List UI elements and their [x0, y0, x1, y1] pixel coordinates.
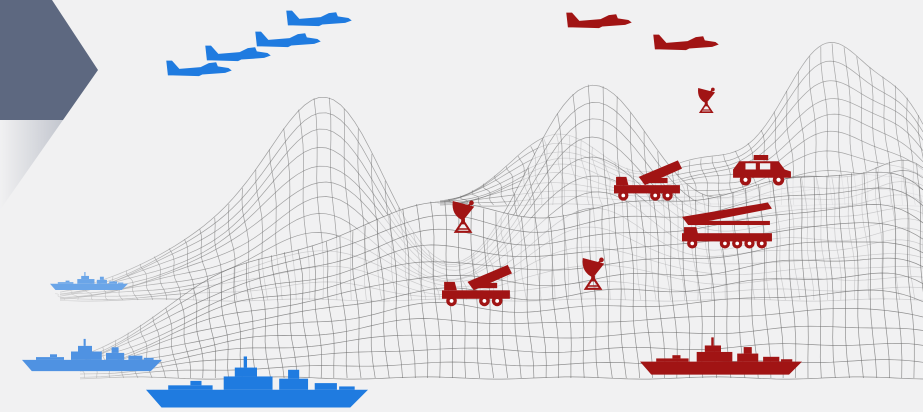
terrain-grid-line: [890, 172, 903, 379]
fighter-jet-icon: [566, 12, 632, 29]
terrain-fade: [0, 120, 200, 380]
terrain-grid-line: [813, 176, 822, 379]
terrain-contour-line: [79, 308, 923, 372]
terrain-grid-line: [681, 200, 691, 378]
radar-dish-icon: [697, 86, 716, 114]
terrain-grid-line: [758, 184, 772, 379]
terrain-grid-line: [377, 219, 390, 379]
terrain-contour-line: [79, 204, 923, 363]
terrain-grid-line: [352, 231, 362, 379]
terrain-grid-line: [563, 214, 572, 378]
terrain-grid-line: [507, 214, 522, 379]
terrain-contour-line: [79, 222, 923, 363]
terrain-grid-line: [270, 255, 285, 379]
terrain-contour-line: [439, 42, 923, 202]
terrain-grid-line: [483, 183, 494, 206]
terrain-grid-line: [904, 177, 915, 379]
terrain-contour-line: [79, 289, 923, 372]
terrain-contour-line: [79, 187, 923, 360]
terrain-grid-line: [258, 258, 271, 379]
terrain-contour-line: [79, 325, 923, 372]
terrain-grid-line: [471, 190, 481, 206]
terrain-grid-line: [639, 201, 653, 379]
terrain-grid-line: [667, 201, 678, 379]
terrain-grid-line: [534, 217, 547, 379]
terrain-grid-line: [771, 181, 784, 379]
terrain-grid-line: [720, 194, 732, 379]
fighter-jet-icon: [653, 34, 719, 51]
terrain-grid-line: [576, 211, 585, 379]
terrain-grid-line: [339, 236, 348, 379]
terrain-grid-line: [460, 195, 469, 206]
terrain-grid-line: [626, 202, 641, 379]
terrain-grid-line: [876, 171, 890, 379]
terrain-grid-line: [297, 249, 310, 379]
terrain-grid-line: [826, 175, 836, 379]
fighter-jet-icon: [255, 31, 321, 48]
terrain-grid-line: [325, 241, 335, 378]
terrain-contour-line: [79, 376, 923, 380]
terrain-grid-line: [863, 171, 878, 379]
fighter-jet-icon: [286, 10, 352, 27]
terrain-grid-line: [548, 216, 560, 379]
terrain-grid-line: [283, 252, 298, 379]
terrain-contour-line: [439, 60, 923, 204]
terrain-grid-line: [745, 188, 759, 379]
terrain-grid-line: [364, 225, 376, 379]
terrain-grid-line: [521, 216, 535, 379]
terrain-grid-line: [653, 201, 666, 379]
terrain-grid-line: [601, 206, 613, 379]
terrain-grid-line: [917, 115, 923, 160]
terrain-contour-line: [79, 257, 923, 365]
terrain-grid-line: [430, 201, 441, 379]
terrain-grid-line: [918, 187, 923, 293]
terrain-grid-line: [800, 178, 809, 379]
terrain-contour-line: [79, 241, 923, 363]
fighter-jet-icon: [205, 45, 271, 62]
terrain-grid-line: [838, 174, 850, 379]
terrain-grid-line: [416, 204, 429, 379]
terrain-grid-line: [221, 273, 229, 379]
terrain-grid-line: [494, 175, 507, 206]
terrain-grid-line: [233, 267, 243, 379]
terrain-grid-line: [402, 208, 416, 379]
terrain-grid-line: [786, 179, 797, 379]
fighter-jet-icon: [166, 60, 232, 77]
terrain-contour-line: [439, 80, 923, 203]
terrain-grid-line: [851, 173, 864, 379]
terrain-grid-line: [207, 280, 217, 378]
terrain-grid-line: [614, 204, 627, 379]
terrain-grid-line: [311, 245, 323, 379]
terrain-grid-line: [245, 262, 257, 379]
terrain-grid-line: [589, 208, 599, 379]
terrain-grid-line: [389, 213, 403, 379]
